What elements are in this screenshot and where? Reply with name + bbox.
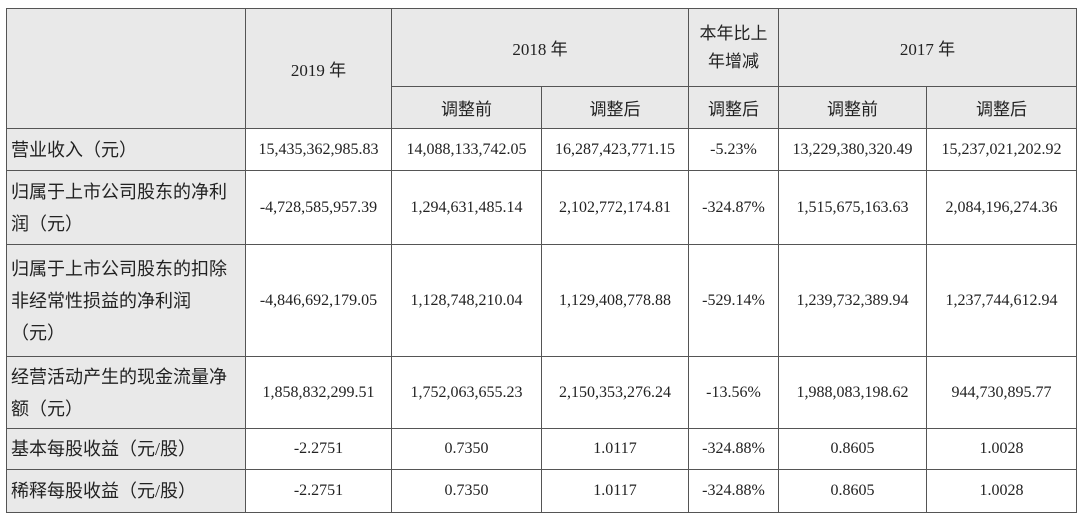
table-row: 归属于上市公司股东的扣除非经常性损益的净利润（元） -4,846,692,179.… — [6, 244, 1077, 357]
cell-value: 15,237,021,202.92 — [926, 128, 1077, 171]
cell-value: 15,435,362,985.83 — [245, 128, 392, 171]
row-label: 基本每股收益（元/股） — [6, 428, 246, 470]
cell-value: 2,084,196,274.36 — [926, 170, 1077, 245]
cell-value: 14,088,133,742.05 — [391, 128, 542, 171]
cell-value: 0.8605 — [778, 469, 927, 513]
cell-value: 0.7350 — [391, 469, 542, 513]
table-row: 归属于上市公司股东的净利润（元） -4,728,585,957.39 1,294,6… — [6, 170, 1077, 245]
cell-value: 1.0028 — [926, 428, 1077, 470]
table-row: 基本每股收益（元/股） -2.2751 0.7350 1.0117 -324.88% 0.… — [6, 428, 1077, 470]
cell-value: 1,239,732,389.94 — [778, 244, 927, 357]
row-label: 归属于上市公司股东的净利润（元） — [6, 170, 246, 245]
cell-value: 2,102,772,174.81 — [541, 170, 689, 245]
cell-value: -4,846,692,179.05 — [245, 244, 392, 357]
table-row: 营业收入（元） 15,435,362,985.83 14,088,133,742.0… — [6, 128, 1077, 171]
cell-value: 1,129,408,778.88 — [541, 244, 689, 357]
cell-value: 2,150,353,276.24 — [541, 356, 689, 429]
col-header: 2018 年 — [391, 8, 689, 87]
cell-value: 1,128,748,210.04 — [391, 244, 542, 357]
cell-value: 1.0028 — [926, 469, 1077, 513]
financial-table: 2019 年 2018 年 本年比上年增减 2017 年 调整前 调整后 调整后… — [6, 8, 1077, 513]
cell-value: 1,294,631,485.14 — [391, 170, 542, 245]
row-label: 稀释每股收益（元/股） — [6, 469, 246, 513]
cell-value: 1.0117 — [541, 469, 689, 513]
cell-value: -529.14% — [688, 244, 779, 357]
sub-header: 调整后 — [688, 86, 779, 129]
cell-value: 16,287,423,771.15 — [541, 128, 689, 171]
cell-value: 13,229,380,320.49 — [778, 128, 927, 171]
cell-value: -324.88% — [688, 469, 779, 513]
row-label: 营业收入（元） — [6, 128, 246, 171]
sub-header: 调整后 — [541, 86, 689, 129]
sub-header: 调整前 — [778, 86, 927, 129]
table-row: 稀释每股收益（元/股） -2.2751 0.7350 1.0117 -324.88% 0.… — [6, 469, 1077, 513]
row-label: 经营活动产生的现金流量净额（元） — [6, 356, 246, 429]
sub-header: 调整后 — [926, 86, 1077, 129]
cell-value: 0.8605 — [778, 428, 927, 470]
cell-value: 1,752,063,655.23 — [391, 356, 542, 429]
col-header: 本年比上年增减 — [688, 8, 779, 87]
cell-value: 0.7350 — [391, 428, 542, 470]
col-header: 2019 年 — [245, 8, 392, 129]
cell-value: 1,858,832,299.51 — [245, 356, 392, 429]
col-header: 2017 年 — [778, 8, 1077, 87]
cell-value: 1,237,744,612.94 — [926, 244, 1077, 357]
cell-value: -2.2751 — [245, 428, 392, 470]
corner-cell — [6, 8, 246, 129]
cell-value: 944,730,895.77 — [926, 356, 1077, 429]
cell-value: -13.56% — [688, 356, 779, 429]
table-row: 经营活动产生的现金流量净额（元） 1,858,832,299.51 1,752,06… — [6, 356, 1077, 429]
sub-header: 调整前 — [391, 86, 542, 129]
cell-value: -324.88% — [688, 428, 779, 470]
cell-value: -4,728,585,957.39 — [245, 170, 392, 245]
cell-value: -5.23% — [688, 128, 779, 171]
cell-value: -324.87% — [688, 170, 779, 245]
cell-value: 1,988,083,198.62 — [778, 356, 927, 429]
row-label: 归属于上市公司股东的扣除非经常性损益的净利润（元） — [6, 244, 246, 357]
cell-value: -2.2751 — [245, 469, 392, 513]
cell-value: 1.0117 — [541, 428, 689, 470]
cell-value: 1,515,675,163.63 — [778, 170, 927, 245]
